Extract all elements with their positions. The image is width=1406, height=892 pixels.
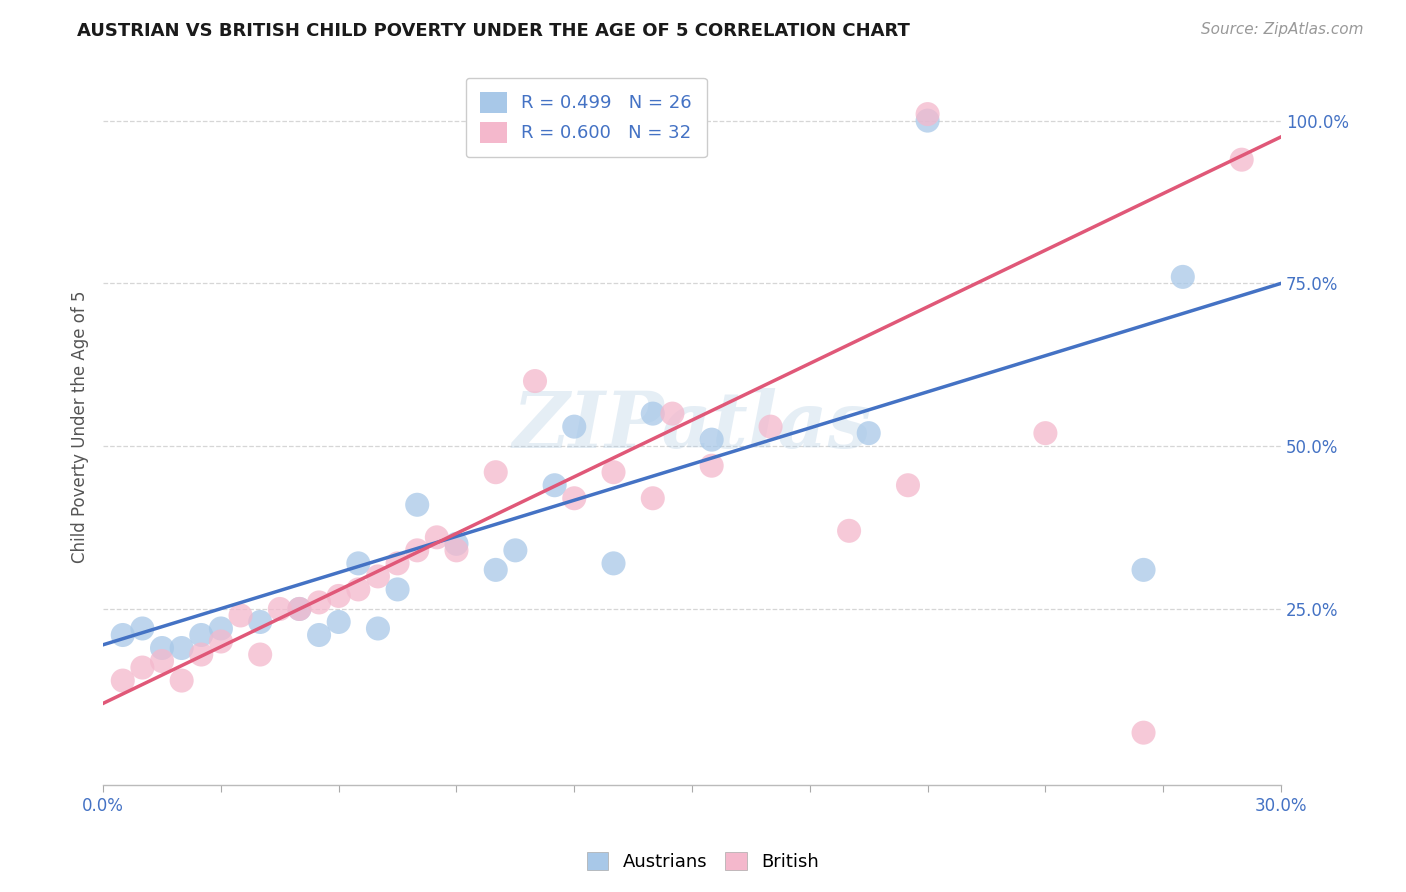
Point	[897, 478, 920, 492]
Point	[917, 113, 939, 128]
Point	[170, 640, 193, 655]
Legend: R = 0.499   N = 26, R = 0.600   N = 32: R = 0.499 N = 26, R = 0.600 N = 32	[465, 78, 707, 157]
Point	[406, 543, 429, 558]
Point	[347, 557, 370, 571]
Point	[308, 595, 330, 609]
Point	[562, 419, 585, 434]
Point	[150, 654, 173, 668]
Point	[543, 478, 565, 492]
Point	[446, 543, 468, 558]
Point	[209, 634, 232, 648]
Point	[641, 407, 664, 421]
Point	[308, 628, 330, 642]
Point	[641, 491, 664, 506]
Point	[387, 557, 409, 571]
Point	[446, 537, 468, 551]
Point	[505, 543, 527, 558]
Point	[190, 628, 212, 642]
Point	[190, 648, 212, 662]
Point	[700, 433, 723, 447]
Point	[858, 426, 880, 441]
Point	[1171, 269, 1194, 284]
Point	[759, 419, 782, 434]
Point	[1230, 153, 1253, 167]
Point	[700, 458, 723, 473]
Point	[288, 602, 311, 616]
Legend: Austrians, British: Austrians, British	[579, 845, 827, 879]
Y-axis label: Child Poverty Under the Age of 5: Child Poverty Under the Age of 5	[72, 291, 89, 563]
Point	[917, 107, 939, 121]
Point	[367, 622, 389, 636]
Point	[249, 615, 271, 629]
Point	[209, 622, 232, 636]
Point	[131, 660, 153, 674]
Point	[1132, 563, 1154, 577]
Point	[111, 628, 134, 642]
Point	[602, 557, 624, 571]
Point	[485, 465, 508, 479]
Point	[1132, 725, 1154, 739]
Point	[269, 602, 291, 616]
Point	[131, 622, 153, 636]
Point	[406, 498, 429, 512]
Point	[150, 640, 173, 655]
Point	[602, 465, 624, 479]
Point	[838, 524, 860, 538]
Point	[328, 615, 350, 629]
Point	[661, 407, 683, 421]
Text: ZIPatlas: ZIPatlas	[512, 388, 872, 465]
Point	[347, 582, 370, 597]
Point	[1035, 426, 1057, 441]
Point	[387, 582, 409, 597]
Point	[367, 569, 389, 583]
Point	[229, 608, 252, 623]
Point	[524, 374, 547, 388]
Point	[249, 648, 271, 662]
Point	[426, 530, 449, 544]
Point	[328, 589, 350, 603]
Point	[288, 602, 311, 616]
Point	[562, 491, 585, 506]
Point	[111, 673, 134, 688]
Point	[170, 673, 193, 688]
Point	[485, 563, 508, 577]
Text: Source: ZipAtlas.com: Source: ZipAtlas.com	[1201, 22, 1364, 37]
Text: AUSTRIAN VS BRITISH CHILD POVERTY UNDER THE AGE OF 5 CORRELATION CHART: AUSTRIAN VS BRITISH CHILD POVERTY UNDER …	[77, 22, 910, 40]
